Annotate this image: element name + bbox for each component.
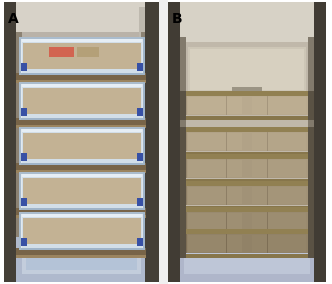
Text: A: A bbox=[8, 12, 19, 26]
Text: B: B bbox=[172, 12, 183, 26]
